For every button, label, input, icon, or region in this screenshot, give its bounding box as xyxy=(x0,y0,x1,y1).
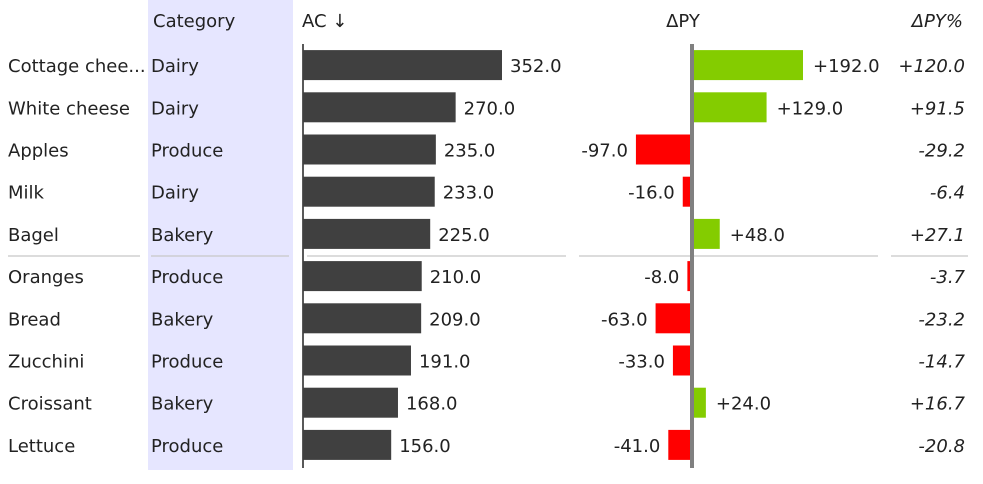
row-category: Produce xyxy=(151,141,223,162)
dpy-pct-value: +16.7 xyxy=(910,394,966,415)
ac-bar xyxy=(303,218,431,249)
ac-bar xyxy=(303,50,502,81)
ac-value-label: 270.0 xyxy=(464,98,516,119)
ac-bar xyxy=(303,176,435,207)
dpy-pct-value: -23.2 xyxy=(918,309,965,330)
dpy-pct-value: +91.5 xyxy=(910,98,965,119)
ac-bar xyxy=(303,345,411,376)
row-category: Bakery xyxy=(151,394,214,415)
dpy-value-label: -33.0 xyxy=(618,352,665,373)
dpy-value-label: -16.0 xyxy=(628,183,675,204)
header-category: Category xyxy=(153,11,236,32)
ac-bar xyxy=(303,92,456,123)
dpy-value-label: +192.0 xyxy=(813,56,880,77)
dpy-bar-negative xyxy=(635,134,692,165)
row-label: Oranges xyxy=(8,267,84,288)
dpy-value-label: +129.0 xyxy=(777,98,844,119)
ac-bar xyxy=(303,429,392,460)
dpy-bar-positive xyxy=(692,92,767,123)
dpy-pct-value: -3.7 xyxy=(930,267,966,288)
row-category: Bakery xyxy=(151,309,214,330)
dpy-bar-negative xyxy=(668,429,692,460)
dpy-bar-negative xyxy=(655,303,692,334)
row-label: Cottage chee... xyxy=(8,56,146,77)
dpy-pct-value: -6.4 xyxy=(930,183,965,204)
row-label: Zucchini xyxy=(8,352,84,373)
dpy-value-label: -63.0 xyxy=(601,309,648,330)
row-category: Produce xyxy=(151,352,223,373)
ac-bar xyxy=(303,387,398,418)
dpy-bar-negative xyxy=(687,261,692,292)
ac-value-label: 209.0 xyxy=(429,309,481,330)
dpy-bar-positive xyxy=(692,50,803,81)
row-category: Dairy xyxy=(151,183,199,204)
dpy-value-label: -8.0 xyxy=(644,267,679,288)
row-category: Produce xyxy=(151,267,223,288)
category-band xyxy=(148,0,293,470)
ac-value-label: 210.0 xyxy=(430,267,482,288)
row-label: Bagel xyxy=(8,225,59,246)
dpy-value-label: -41.0 xyxy=(614,436,661,457)
row-category: Dairy xyxy=(151,98,199,119)
row-label: Croissant xyxy=(8,394,92,415)
row-label: Apples xyxy=(8,141,69,162)
ac-value-label: 168.0 xyxy=(406,394,458,415)
dpy-value-label: -97.0 xyxy=(581,141,628,162)
row-category: Produce xyxy=(151,436,223,457)
dpy-pct-value: -29.2 xyxy=(918,141,965,162)
row-label: Bread xyxy=(8,309,61,330)
rows: Cottage chee... Dairy 352.0 +192.0 +120.0Whi… xyxy=(8,44,968,468)
dpy-bar-negative xyxy=(672,345,692,376)
header-ac: AC ↓ xyxy=(302,11,347,32)
dpy-bar-positive xyxy=(692,218,720,249)
ac-value-label: 352.0 xyxy=(510,56,562,77)
dpy-pct-value: +27.1 xyxy=(910,225,965,246)
dpy-bar-negative xyxy=(682,176,692,207)
dpy-bar-positive xyxy=(692,387,706,418)
ac-value-label: 156.0 xyxy=(399,436,451,457)
row-category: Dairy xyxy=(151,56,199,77)
ac-value-label: 233.0 xyxy=(443,183,495,204)
row-label: Lettuce xyxy=(8,436,75,457)
dpy-pct-value: +120.0 xyxy=(898,56,965,77)
header-dpy-pct: ΔPY% xyxy=(910,11,963,32)
ac-bar xyxy=(303,303,422,334)
dpy-value-label: +48.0 xyxy=(730,225,785,246)
header-dpy: ΔPY xyxy=(666,11,701,32)
ac-value-label: 235.0 xyxy=(444,141,496,162)
dpy-value-label: +24.0 xyxy=(716,394,771,415)
dpy-pct-value: -20.8 xyxy=(918,436,965,457)
ac-bar xyxy=(303,134,436,165)
row-label: Milk xyxy=(8,183,45,204)
dpy-pct-value: -14.7 xyxy=(918,352,965,373)
ac-value-label: 191.0 xyxy=(419,352,471,373)
row-category: Bakery xyxy=(151,225,214,246)
row-label: White cheese xyxy=(8,98,130,119)
ac-bar xyxy=(303,261,422,292)
ac-value-label: 225.0 xyxy=(438,225,490,246)
